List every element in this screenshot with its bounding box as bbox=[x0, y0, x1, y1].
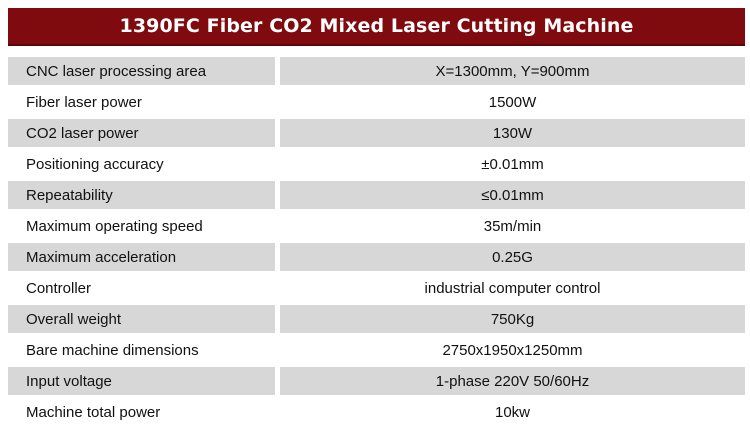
spec-label: Repeatability bbox=[8, 181, 275, 209]
table-row: Bare machine dimensions 2750x1950x1250mm bbox=[8, 336, 745, 364]
column-divider bbox=[275, 150, 280, 178]
column-divider bbox=[275, 367, 280, 395]
column-divider bbox=[275, 274, 280, 302]
spec-value: 750Kg bbox=[280, 305, 745, 333]
spec-value: X=1300mm, Y=900mm bbox=[280, 57, 745, 85]
spec-label: Input voltage bbox=[8, 367, 275, 395]
table-row: Maximum acceleration 0.25G bbox=[8, 243, 745, 271]
column-divider bbox=[275, 57, 280, 85]
table-row: Positioning accuracy ±0.01mm bbox=[8, 150, 745, 178]
table-row: Maximum operating speed 35m/min bbox=[8, 212, 745, 240]
table-row: Controller industrial computer control bbox=[8, 274, 745, 302]
spec-label: Positioning accuracy bbox=[8, 150, 275, 178]
table-row: Overall weight 750Kg bbox=[8, 305, 745, 333]
spec-label: CO2 laser power bbox=[8, 119, 275, 147]
column-divider bbox=[275, 212, 280, 240]
spec-table: CNC laser processing area X=1300mm, Y=90… bbox=[8, 54, 745, 429]
table-row: CNC laser processing area X=1300mm, Y=90… bbox=[8, 57, 745, 85]
spec-label: Fiber laser power bbox=[8, 88, 275, 116]
column-divider bbox=[275, 88, 280, 116]
spec-value: 1500W bbox=[280, 88, 745, 116]
spec-value: 10kw bbox=[280, 398, 745, 426]
table-row: Repeatability ≤0.01mm bbox=[8, 181, 745, 209]
spec-label: Maximum acceleration bbox=[8, 243, 275, 271]
spec-value: ≤0.01mm bbox=[280, 181, 745, 209]
spec-label: Bare machine dimensions bbox=[8, 336, 275, 364]
spec-label: Maximum operating speed bbox=[8, 212, 275, 240]
spec-label: CNC laser processing area bbox=[8, 57, 275, 85]
spec-value: 2750x1950x1250mm bbox=[280, 336, 745, 364]
spec-value: industrial computer control bbox=[280, 274, 745, 302]
column-divider bbox=[275, 305, 280, 333]
spec-value: 1-phase 220V 50/60Hz bbox=[280, 367, 745, 395]
page-title: 1390FC Fiber CO2 Mixed Laser Cutting Mac… bbox=[8, 8, 745, 46]
table-row: CO2 laser power 130W bbox=[8, 119, 745, 147]
spec-value: 130W bbox=[280, 119, 745, 147]
column-divider bbox=[275, 336, 280, 364]
column-divider bbox=[275, 398, 280, 426]
spec-sheet: 1390FC Fiber CO2 Mixed Laser Cutting Mac… bbox=[8, 8, 745, 428]
spec-value: 0.25G bbox=[280, 243, 745, 271]
table-row: Fiber laser power 1500W bbox=[8, 88, 745, 116]
spec-label: Controller bbox=[8, 274, 275, 302]
table-row: Input voltage 1-phase 220V 50/60Hz bbox=[8, 367, 745, 395]
spec-label: Overall weight bbox=[8, 305, 275, 333]
spec-label: Machine total power bbox=[8, 398, 275, 426]
column-divider bbox=[275, 119, 280, 147]
spec-value: 35m/min bbox=[280, 212, 745, 240]
table-row: Machine total power 10kw bbox=[8, 398, 745, 426]
spec-value: ±0.01mm bbox=[280, 150, 745, 178]
column-divider bbox=[275, 181, 280, 209]
column-divider bbox=[275, 243, 280, 271]
